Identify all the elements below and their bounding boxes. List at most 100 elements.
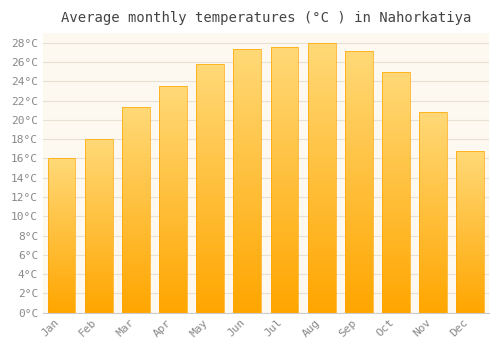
Bar xyxy=(345,142,373,145)
Bar xyxy=(382,156,410,159)
Bar xyxy=(234,202,262,204)
Bar xyxy=(270,177,298,180)
Bar xyxy=(308,213,336,216)
Bar xyxy=(234,247,262,249)
Bar xyxy=(308,199,336,202)
Bar xyxy=(196,106,224,109)
Bar xyxy=(159,86,187,89)
Bar xyxy=(308,145,336,148)
Bar xyxy=(234,86,262,88)
Bar xyxy=(122,234,150,237)
Bar xyxy=(308,253,336,256)
Bar xyxy=(159,202,187,204)
Bar xyxy=(85,233,112,234)
Bar xyxy=(234,305,262,307)
Bar xyxy=(159,306,187,308)
Bar xyxy=(270,294,298,297)
Bar xyxy=(122,189,150,191)
Bar xyxy=(122,247,150,249)
Bar xyxy=(345,106,373,108)
Bar xyxy=(122,177,150,179)
Bar xyxy=(122,218,150,220)
Bar xyxy=(196,171,224,174)
Bar xyxy=(85,198,112,200)
Bar xyxy=(382,219,410,221)
Bar xyxy=(345,271,373,273)
Bar xyxy=(382,308,410,310)
Bar xyxy=(48,212,76,214)
Bar xyxy=(456,224,484,225)
Bar xyxy=(48,163,76,164)
Bar xyxy=(456,259,484,261)
Bar xyxy=(196,206,224,208)
Bar xyxy=(419,198,447,201)
Bar xyxy=(382,197,410,199)
Bar xyxy=(122,146,150,148)
Bar xyxy=(419,226,447,229)
Bar xyxy=(196,126,224,129)
Bar xyxy=(419,112,447,313)
Bar xyxy=(419,210,447,212)
Bar xyxy=(159,224,187,226)
Bar xyxy=(419,150,447,152)
Bar xyxy=(270,94,298,97)
Bar xyxy=(122,128,150,130)
Bar xyxy=(122,116,150,118)
Bar xyxy=(270,65,298,68)
Bar xyxy=(270,182,298,185)
Bar xyxy=(419,252,447,254)
Bar xyxy=(308,202,336,205)
Bar xyxy=(456,306,484,308)
Bar xyxy=(345,192,373,195)
Bar xyxy=(456,204,484,206)
Bar xyxy=(234,289,262,292)
Bar xyxy=(345,252,373,255)
Bar xyxy=(159,107,187,109)
Bar xyxy=(122,290,150,292)
Bar xyxy=(196,66,224,69)
Bar xyxy=(345,87,373,90)
Bar xyxy=(382,226,410,228)
Bar xyxy=(382,154,410,156)
Bar xyxy=(196,154,224,156)
Bar xyxy=(456,169,484,170)
Bar xyxy=(48,277,76,279)
Bar xyxy=(234,292,262,294)
Bar xyxy=(48,296,76,297)
Bar xyxy=(456,267,484,269)
Bar xyxy=(234,160,262,162)
Bar xyxy=(270,145,298,148)
Bar xyxy=(382,183,410,185)
Bar xyxy=(122,113,150,116)
Bar xyxy=(196,116,224,119)
Bar xyxy=(159,118,187,120)
Bar xyxy=(85,259,112,261)
Bar xyxy=(270,73,298,76)
Bar xyxy=(345,155,373,158)
Bar xyxy=(456,248,484,250)
Bar xyxy=(122,212,150,214)
Bar xyxy=(122,282,150,284)
Bar xyxy=(196,298,224,300)
Bar xyxy=(159,95,187,98)
Bar xyxy=(456,217,484,219)
Bar xyxy=(308,43,336,46)
Bar xyxy=(196,253,224,255)
Bar xyxy=(234,239,262,241)
Bar xyxy=(48,265,76,266)
Bar xyxy=(234,191,262,194)
Bar xyxy=(234,212,262,215)
Bar xyxy=(196,69,224,71)
Bar xyxy=(234,228,262,231)
Bar xyxy=(159,91,187,93)
Bar xyxy=(234,136,262,138)
Bar xyxy=(308,240,336,243)
Bar xyxy=(308,288,336,291)
Bar xyxy=(85,267,112,269)
Bar xyxy=(85,276,112,278)
Bar xyxy=(122,280,150,282)
Bar xyxy=(308,67,336,70)
Bar xyxy=(85,228,112,229)
Bar xyxy=(234,218,262,220)
Bar xyxy=(48,245,76,246)
